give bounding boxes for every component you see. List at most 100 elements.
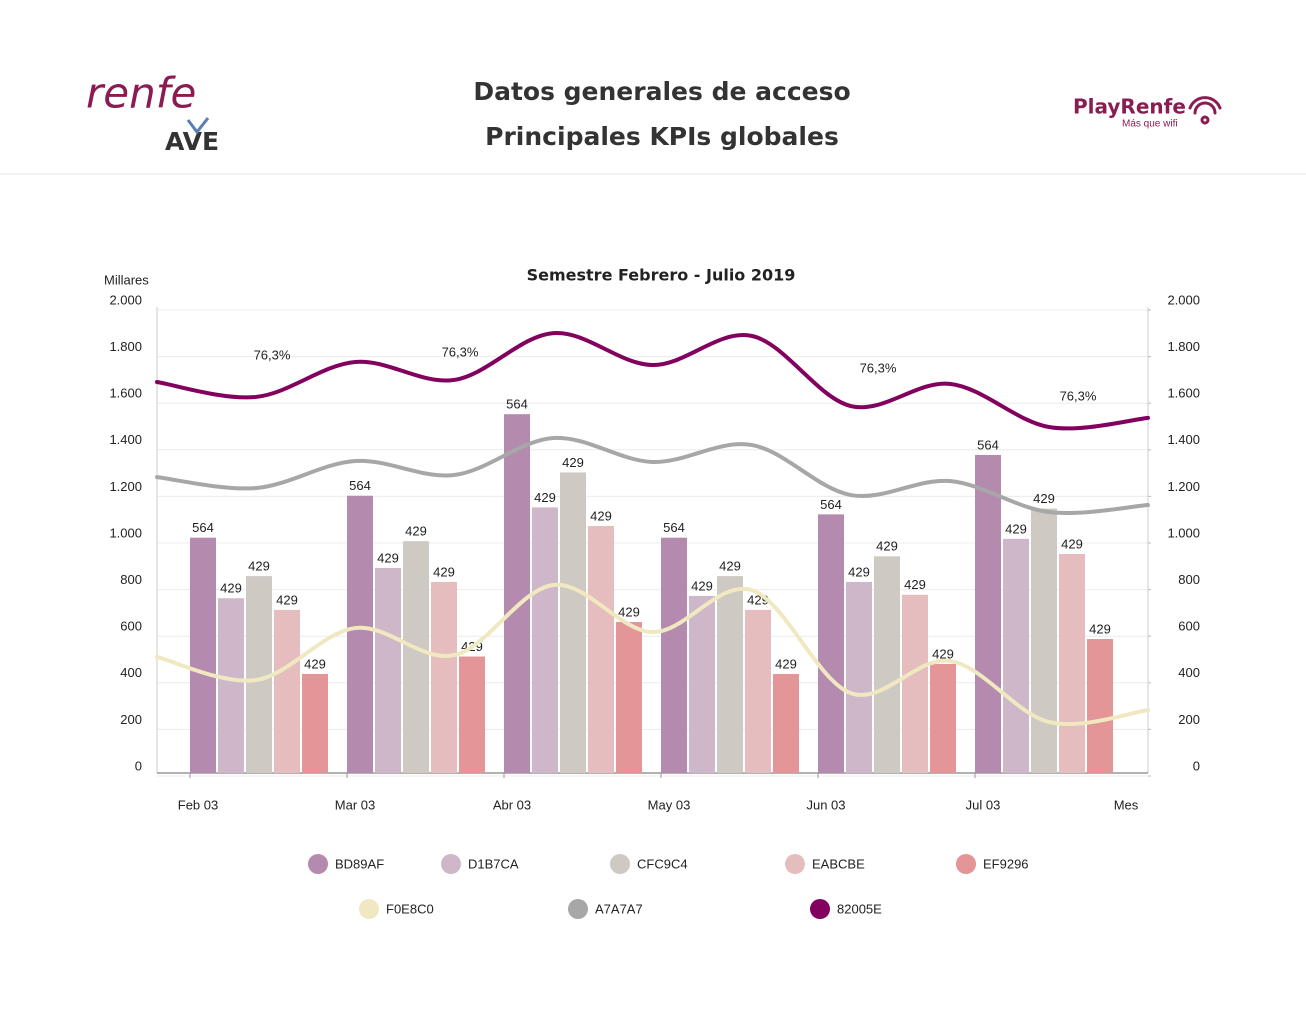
bar-label: 429 — [1005, 521, 1027, 536]
y-tick-label: 2.000 — [109, 292, 142, 307]
bar-label: 564 — [349, 478, 371, 493]
header-title: Datos generales de acceso — [473, 77, 850, 106]
x-axis-label: Mes — [1114, 797, 1139, 812]
bar-label: 429 — [304, 656, 326, 671]
logo-ave: AVE — [165, 127, 219, 156]
bar — [347, 495, 373, 773]
bar-label: 429 — [433, 564, 455, 579]
bar — [689, 595, 715, 773]
x-tick-label: Mar 03 — [335, 797, 375, 812]
y2-tick-label: 800 — [1178, 572, 1200, 587]
bar — [218, 598, 244, 773]
bar-label: 429 — [618, 604, 640, 619]
y2-tick-label: 200 — [1178, 712, 1200, 727]
legend-swatch — [810, 899, 830, 919]
chart-title: Semestre Febrero - Julio 2019 — [527, 266, 796, 285]
bar — [504, 414, 530, 773]
legend-swatch — [956, 854, 976, 874]
bar — [930, 663, 956, 773]
bar-label: 429 — [405, 524, 427, 539]
bar-label: 564 — [977, 437, 999, 452]
bar-label: 429 — [719, 559, 741, 574]
y-tick-label: 200 — [120, 712, 142, 727]
bar — [1059, 553, 1085, 773]
bar-label: 429 — [1089, 621, 1111, 636]
bar — [246, 576, 272, 773]
y-tick-label: 1.200 — [109, 479, 142, 494]
y-tick-label: 1.400 — [109, 432, 142, 447]
y2-tick-label: 1.200 — [1167, 479, 1200, 494]
y-tick-label: 1.000 — [109, 525, 142, 540]
legend-swatch — [308, 854, 328, 874]
bar-label: 429 — [848, 564, 870, 579]
logo-playrenfe: PlayRenfe — [1073, 95, 1186, 119]
line — [155, 582, 1150, 727]
y2-tick-label: 600 — [1178, 619, 1200, 634]
y-tick-label: 400 — [120, 665, 142, 680]
bar — [717, 576, 743, 773]
legend-label: F0E8C0 — [386, 901, 434, 916]
chart: Semestre Febrero - Julio 2019 Millares M… — [104, 266, 1200, 919]
bar — [818, 514, 844, 773]
bar-label: 429 — [1061, 536, 1083, 551]
legend-label: BD89AF — [335, 856, 384, 871]
bar — [975, 454, 1001, 773]
bar — [302, 673, 328, 773]
bar-label: 429 — [248, 559, 270, 574]
bar-label: 429 — [932, 646, 954, 661]
legend-label: D1B7CA — [468, 856, 519, 871]
bar-label: 429 — [691, 578, 713, 593]
legend-swatch — [785, 854, 805, 874]
y2-tick-label: 1.000 — [1167, 525, 1200, 540]
legend-swatch — [568, 899, 588, 919]
y-axis-label: Millares — [104, 272, 149, 287]
bar — [1003, 538, 1029, 773]
bar-label: 429 — [1033, 491, 1055, 506]
annotation: 76,3% — [1060, 388, 1097, 403]
x-tick-label: Feb 03 — [178, 797, 218, 812]
bar-label: 564 — [820, 497, 842, 512]
bar — [532, 507, 558, 773]
bar — [616, 622, 642, 773]
bar — [1087, 639, 1113, 773]
legend-label: EABCBE — [812, 856, 865, 871]
y2-tick-label: 1.800 — [1167, 339, 1200, 354]
bar-label: 564 — [663, 520, 685, 535]
bar — [902, 594, 928, 773]
bar-label: 564 — [506, 397, 528, 412]
x-tick-label: Jul 03 — [966, 797, 1001, 812]
bar — [588, 526, 614, 773]
y2-tick-label: 1.400 — [1167, 432, 1200, 447]
bar — [274, 609, 300, 773]
bar — [560, 472, 586, 773]
legend-label: CFC9C4 — [637, 856, 688, 871]
y-tick-label: 800 — [120, 572, 142, 587]
line — [155, 435, 1150, 515]
annotation: 76,3% — [442, 344, 479, 359]
y2-tick-label: 0 — [1193, 758, 1200, 773]
bar — [403, 541, 429, 773]
bar-label: 429 — [775, 656, 797, 671]
ave-mark — [186, 117, 210, 135]
y-tick-label: 0 — [135, 758, 142, 773]
bar-label: 429 — [276, 592, 298, 607]
annotation: 76,3% — [254, 347, 291, 362]
legend-swatch — [441, 854, 461, 874]
bar — [874, 556, 900, 773]
y-tick-label: 1.600 — [109, 386, 142, 401]
bar-label: 429 — [876, 539, 898, 554]
legend-label: A7A7A7 — [595, 901, 643, 916]
bar — [773, 673, 799, 773]
bar-label: 429 — [220, 581, 242, 596]
x-tick-label: Abr 03 — [493, 797, 531, 812]
y2-tick-label: 1.600 — [1167, 386, 1200, 401]
legend-swatch — [610, 854, 630, 874]
logo-tagline: Más que wifi — [1122, 119, 1178, 130]
x-tick-label: Jun 03 — [806, 797, 845, 812]
x-tick-label: May 03 — [648, 797, 691, 812]
y-tick-label: 600 — [120, 619, 142, 634]
bar — [431, 581, 457, 773]
bar — [745, 609, 771, 773]
line — [155, 331, 1150, 431]
